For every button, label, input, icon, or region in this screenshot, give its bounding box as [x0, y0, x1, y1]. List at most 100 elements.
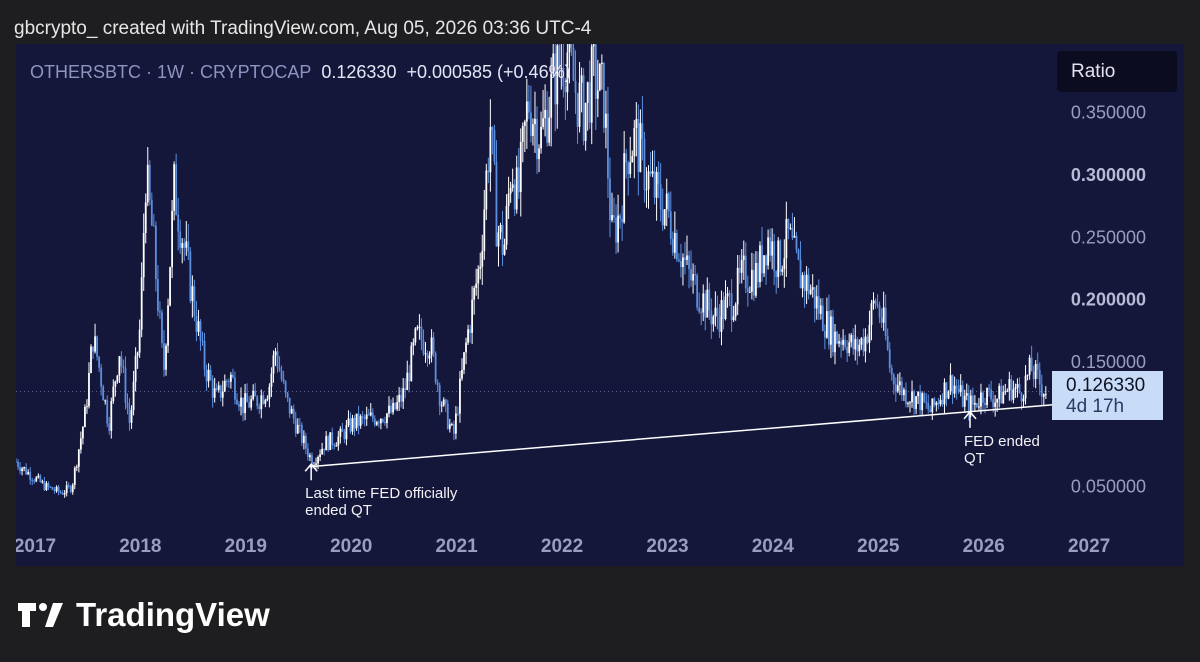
candle-body [165, 345, 167, 370]
candle-body [659, 184, 662, 210]
candle-body [629, 162, 632, 175]
candle-body [961, 385, 964, 407]
candle-body [858, 344, 861, 352]
candle-body [744, 255, 747, 289]
candle-body [860, 338, 863, 345]
candle-body [546, 109, 549, 143]
candle-body [29, 472, 32, 480]
candle-body [110, 401, 113, 431]
candle-body [783, 258, 786, 270]
candle-body [71, 484, 74, 493]
candle-body [793, 235, 796, 238]
candle-body [367, 414, 370, 416]
candle-body [471, 299, 474, 333]
candle-body [951, 375, 954, 394]
candle-body [27, 472, 30, 475]
candle-body [673, 232, 676, 253]
candle-body [112, 386, 115, 402]
x-tick-label: 2024 [752, 536, 795, 557]
candle-body [43, 481, 46, 491]
candle-body [617, 215, 619, 243]
candle-body [337, 436, 340, 446]
candle-body [852, 334, 855, 350]
candle-body [712, 316, 715, 325]
candle-body [138, 329, 141, 353]
candle-body [179, 231, 182, 248]
candle-body [653, 171, 656, 198]
x-tick-label: 2019 [225, 536, 267, 557]
candle-body [984, 402, 986, 406]
candle-body [732, 316, 735, 321]
symbol-label: OTHERSBTC · 1W · CRYPTOCAP [30, 62, 312, 82]
candle-body [973, 402, 976, 405]
candle-body [842, 339, 845, 345]
candle-body [262, 395, 265, 404]
candle-body [596, 90, 599, 99]
candle-body [898, 381, 901, 386]
candle-body [426, 353, 429, 359]
candle-body [714, 307, 717, 317]
price-chart[interactable]: 0.050000 0.150000 0.200000 0.250000 0.300000… [16, 44, 1184, 566]
candle-body [351, 417, 354, 432]
candle-body [448, 424, 451, 429]
candle-body [396, 402, 399, 410]
candle-body [903, 389, 905, 396]
candle-body [191, 286, 194, 301]
candle-body [515, 167, 518, 210]
candle-body [128, 407, 131, 423]
candle-body [917, 391, 920, 397]
candle-body [195, 315, 198, 332]
candle-body [965, 393, 968, 396]
candle-body [424, 353, 427, 355]
candle-body [511, 184, 514, 189]
candle-body [894, 384, 897, 392]
candle-body [846, 346, 849, 353]
candle-body [384, 421, 386, 424]
candle-body [953, 385, 956, 394]
y-tick-label: 0.300000 [1071, 165, 1146, 185]
candle-body [455, 413, 457, 434]
candle-body [254, 390, 257, 397]
candle-body [232, 374, 234, 378]
candle-body [600, 62, 603, 65]
candle-body [986, 387, 988, 406]
candle-body [268, 386, 271, 399]
candle-body [730, 293, 733, 321]
candle-body [909, 402, 911, 404]
candle-body [242, 397, 244, 414]
candle-body [795, 235, 798, 250]
candle-body [284, 381, 287, 393]
candle-body [331, 432, 334, 445]
candle-body [357, 413, 360, 426]
candle-body [185, 241, 188, 248]
candle-body [161, 312, 163, 343]
candle-body [933, 398, 936, 406]
candle-body [345, 425, 348, 440]
candle-body [193, 286, 196, 316]
ratio-button[interactable]: Ratio [1057, 51, 1177, 92]
candle-body [187, 241, 190, 252]
candle-body [532, 124, 534, 136]
candle-body [461, 369, 463, 379]
annotation-text: ended QT [305, 502, 372, 519]
candle-body [359, 416, 362, 426]
trendline[interactable] [308, 403, 1058, 468]
candle-body [542, 118, 544, 127]
candle-body [750, 269, 753, 292]
y-tick-label: 0.250000 [1071, 227, 1146, 247]
chart-author-header: gbcrypto_ created with TradingView.com, … [14, 18, 592, 39]
candle-body [789, 227, 792, 229]
candle-body [446, 403, 449, 429]
chart-panel[interactable]: 0.050000 0.150000 0.200000 0.250000 0.300000… [16, 44, 1184, 566]
candle-body [765, 255, 767, 266]
bar-countdown: 4d 17h [1066, 396, 1125, 417]
candle-body [148, 164, 151, 201]
candle-body [256, 396, 259, 406]
candle-body [459, 378, 461, 414]
legend-price: 0.126330 [321, 62, 397, 82]
candle-body [398, 394, 401, 403]
candle-body [1014, 387, 1017, 390]
candle-body [116, 375, 119, 382]
